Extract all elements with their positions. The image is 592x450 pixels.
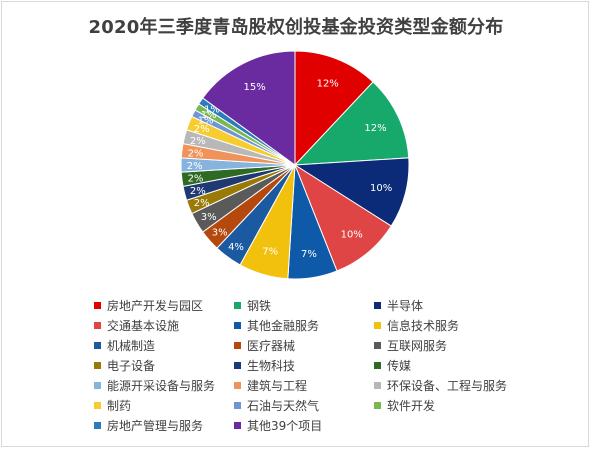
legend-item-6: 机械制造	[94, 337, 230, 354]
pie-data-label-17: 1%	[201, 110, 217, 121]
legend-item-16: 石油与天然气	[234, 397, 370, 414]
legend-label-13: 建筑与工程	[247, 379, 308, 393]
legend-swatch-9	[94, 362, 101, 369]
pie-data-label-16: 1%	[198, 116, 214, 127]
pie-data-label-3: 10%	[341, 230, 363, 241]
legend-label-2: 半导体	[387, 299, 424, 313]
legend-item-19: 其他39个项目	[234, 417, 370, 434]
chart-title: 2020年三季度青岛股权创投基金投资类型金额分布	[88, 17, 504, 38]
legend-swatch-17	[374, 402, 381, 409]
legend-item-2: 半导体	[374, 297, 534, 314]
legend-item-18: 房地产管理与服务	[94, 417, 230, 434]
legend-swatch-10	[234, 362, 241, 369]
legend-label-19: 其他39个项目	[247, 419, 323, 433]
legend-label-15: 制药	[107, 399, 132, 413]
pie-slice-0	[294, 50, 374, 167]
legend-swatch-15	[94, 402, 101, 409]
legend-item-4: 其他金融服务	[234, 317, 370, 334]
pie-data-label-6: 4%	[228, 242, 244, 253]
legend-item-15: 制药	[94, 397, 230, 414]
legend-label-11: 传媒	[387, 359, 412, 373]
legend-item-0: 房地产开发与园区	[94, 297, 230, 314]
legend-label-9: 电子设备	[107, 359, 156, 373]
legend-swatch-6	[94, 342, 101, 349]
legend-item-7: 医疗器械	[234, 337, 370, 354]
pie-slice-3	[293, 163, 392, 272]
legend-label-14: 环保设备、工程与服务	[387, 379, 508, 393]
legend-swatch-5	[374, 322, 381, 329]
legend-label-10: 生物科技	[247, 359, 296, 373]
legend-swatch-1	[234, 302, 241, 309]
legend-label-0: 房地产开发与园区	[107, 299, 204, 313]
legend-swatch-4	[234, 322, 241, 329]
legend-label-8: 互联网服务	[387, 339, 448, 353]
legend-swatch-18	[94, 422, 101, 429]
pie-data-label-2: 10%	[370, 183, 392, 194]
legend-swatch-19	[234, 422, 241, 429]
legend-item-11: 传媒	[374, 357, 534, 374]
legend-item-13: 建筑与工程	[234, 377, 370, 394]
legend-swatch-16	[234, 402, 241, 409]
chart-legend: 房地产开发与园区 钢铁 半导体交通基本设施 其他金融服务 信息技术服务机械制造 医疗器械 互…	[94, 297, 554, 434]
legend-label-12: 能源开采设备与服务	[107, 379, 216, 393]
legend-swatch-0	[94, 302, 101, 309]
legend-swatch-11	[374, 362, 381, 369]
legend-label-1: 钢铁	[247, 299, 272, 313]
pie-data-label-10: 2%	[190, 186, 206, 197]
pie-data-label-19: 15%	[243, 82, 265, 93]
pie-data-label-18: 1%	[204, 105, 220, 116]
legend-swatch-13	[234, 382, 241, 389]
legend-swatch-3	[94, 322, 101, 329]
legend-item-5: 信息技术服务	[374, 317, 534, 334]
legend-label-4: 其他金融服务	[247, 319, 320, 333]
legend-item-9: 电子设备	[94, 357, 230, 374]
pie-data-label-4: 7%	[301, 249, 317, 260]
legend-swatch-14	[374, 382, 381, 389]
pie-data-label-13: 2%	[188, 148, 204, 159]
pie-data-label-11: 2%	[188, 174, 204, 185]
pie-data-label-12: 2%	[187, 161, 203, 172]
legend-label-16: 石油与天然气	[247, 399, 320, 413]
legend-label-3: 交通基本设施	[107, 319, 180, 333]
legend-label-17: 软件开发	[387, 399, 436, 413]
pie-data-label-7: 3%	[212, 227, 228, 238]
legend-swatch-7	[234, 342, 241, 349]
legend-item-1: 钢铁	[234, 297, 370, 314]
legend-label-18: 房地产管理与服务	[107, 419, 204, 433]
legend-item-3: 交通基本设施	[94, 317, 230, 334]
legend-item-17: 软件开发	[374, 397, 534, 414]
pie-data-label-1: 12%	[364, 123, 386, 134]
legend-item-8: 互联网服务	[374, 337, 534, 354]
pie-data-label-8: 3%	[201, 212, 217, 223]
legend-item-14: 环保设备、工程与服务	[374, 377, 534, 394]
pie-data-label-0: 12%	[317, 78, 339, 89]
pie-slice-19	[202, 50, 296, 166]
legend-swatch-2	[374, 302, 381, 309]
pie-data-label-9: 2%	[194, 198, 210, 209]
legend-label-5: 信息技术服务	[387, 319, 460, 333]
pie-slice-2	[293, 157, 410, 227]
legend-label-6: 机械制造	[107, 339, 156, 353]
pie-slice-1	[293, 81, 410, 166]
pie-data-label-5: 7%	[262, 246, 278, 257]
legend-item-12: 能源开采设备与服务	[94, 377, 230, 394]
legend-label-7: 医疗器械	[247, 339, 296, 353]
legend-swatch-8	[374, 342, 381, 349]
legend-swatch-12	[94, 382, 101, 389]
pie-data-label-14: 2%	[190, 136, 206, 147]
legend-item-10: 生物科技	[234, 357, 370, 374]
pie-data-label-15: 2%	[194, 124, 210, 135]
